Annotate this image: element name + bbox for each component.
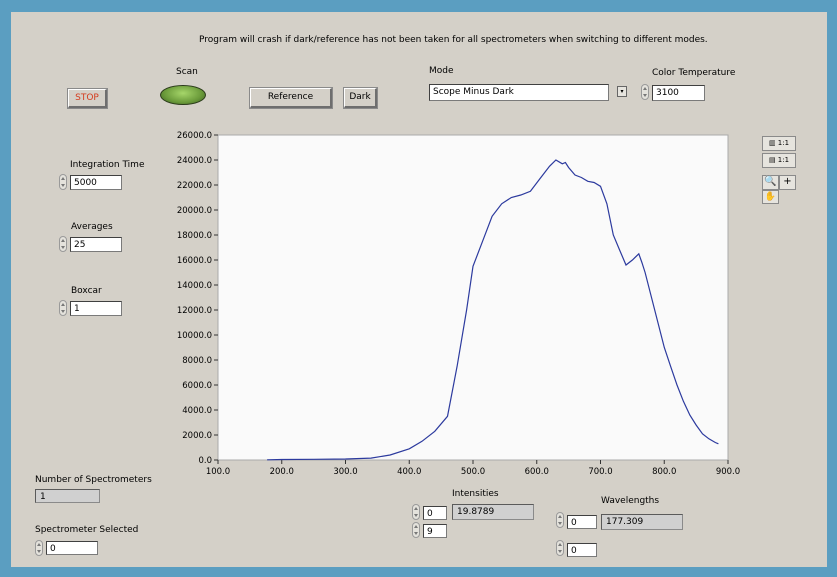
x-scale-button[interactable]: ▥ 1:1 (762, 136, 796, 151)
integration-time-label: Integration Time (70, 160, 145, 170)
y-tick-label: 6000.0 (182, 381, 212, 391)
x-tick-label: 900.0 (716, 467, 740, 477)
y-scale-label: 1:1 (777, 156, 790, 164)
x-tick-label: 700.0 (588, 467, 612, 477)
y-tick-label: 8000.0 (182, 356, 212, 366)
y-axis: 0.0 2000.0 4000.0 6000.0 8000.0 10000.0 12000.… (177, 131, 218, 466)
color-temperature-input[interactable]: 3100 (652, 85, 705, 101)
intensities-index-input[interactable]: 0 (423, 506, 447, 520)
x-tick-label: 100.0 (206, 467, 230, 477)
y-tick-label: 2000.0 (182, 431, 212, 441)
y-tick-label: 22000.0 (177, 181, 212, 191)
spectrum-trace (267, 159, 719, 461)
mode-select[interactable]: Scope Minus Dark (429, 84, 609, 101)
x-tick-label: 300.0 (333, 467, 357, 477)
number-of-spectrometers-label: Number of Spectrometers (35, 475, 152, 485)
pan-tool-button[interactable]: ✋ (762, 190, 779, 204)
x-tick-label: 500.0 (461, 467, 485, 477)
intensities-index-spinner[interactable] (412, 504, 420, 520)
boxcar-label: Boxcar (71, 286, 102, 296)
wavelengths-index2-spinner[interactable] (556, 540, 564, 556)
y-tick-label: 16000.0 (177, 256, 212, 266)
intensities-label: Intensities (452, 489, 499, 499)
y-tick-label: 18000.0 (177, 231, 212, 241)
spectrum-graph[interactable]: 0.0 2000.0 4000.0 6000.0 8000.0 10000.0 12000.… (161, 130, 761, 480)
x-tick-label: 400.0 (397, 467, 421, 477)
wavelengths-index-spinner[interactable] (556, 512, 564, 528)
y-tick-label: 26000.0 (177, 131, 212, 141)
integration-time-input[interactable]: 5000 (70, 175, 122, 190)
intensities-index2-spinner[interactable] (412, 522, 420, 538)
x-tick-label: 200.0 (270, 467, 294, 477)
y-tick-label: 12000.0 (177, 306, 212, 316)
spectrometer-selected-label: Spectrometer Selected (35, 525, 139, 535)
color-temperature-spinner[interactable] (641, 84, 649, 100)
wavelengths-value: 177.309 (601, 514, 683, 530)
spectrometer-selected-spinner[interactable] (35, 540, 43, 556)
x-tick-label: 800.0 (652, 467, 676, 477)
wavelengths-index2-input[interactable]: 0 (567, 543, 597, 557)
boxcar-input[interactable]: 1 (70, 301, 122, 316)
x-scale-label: 1:1 (777, 139, 790, 147)
y-scale-button[interactable]: ▤ 1:1 (762, 153, 796, 168)
y-tick-label: 0.0 (198, 456, 212, 466)
averages-input[interactable]: 25 (70, 237, 122, 252)
spectrometer-selected-input[interactable]: 0 (46, 541, 98, 555)
y-tick-label: 24000.0 (177, 156, 212, 166)
x-scale-icon: ▥ (768, 139, 776, 147)
x-tick-label: 600.0 (525, 467, 549, 477)
y-tick-label: 20000.0 (177, 206, 212, 216)
scan-toggle[interactable] (160, 85, 206, 105)
stop-button[interactable]: STOP (68, 89, 107, 108)
y-scale-icon: ▤ (768, 156, 776, 164)
y-tick-label: 4000.0 (182, 406, 212, 416)
dark-button[interactable]: Dark (344, 88, 377, 108)
integration-time-spinner[interactable] (59, 174, 67, 190)
intensities-value: 19.8789 (452, 504, 534, 520)
scan-label: Scan (176, 67, 198, 77)
y-tick-label: 10000.0 (177, 331, 212, 341)
mode-label: Mode (429, 66, 454, 76)
plot-area (217, 134, 729, 461)
wavelengths-index-input[interactable]: 0 (567, 515, 597, 529)
color-temperature-label: Color Temperature (652, 68, 736, 78)
zoom-tool-button[interactable]: 🔍 (762, 175, 779, 190)
warning-text: Program will crash if dark/reference has… (199, 35, 708, 45)
front-panel: Program will crash if dark/reference has… (11, 12, 827, 567)
averages-spinner[interactable] (59, 236, 67, 252)
wavelengths-label: Wavelengths (601, 496, 660, 506)
averages-label: Averages (71, 222, 113, 232)
x-axis: 100.0 200.0 300.0 400.0 500.0 600.0 700.0 800.0… (206, 460, 740, 477)
y-tick-label: 14000.0 (177, 281, 212, 291)
intensities-index2-input[interactable]: 9 (423, 524, 447, 538)
boxcar-spinner[interactable] (59, 300, 67, 316)
cursor-tool-button[interactable]: + (779, 175, 796, 190)
mode-dropdown-icon[interactable]: ▾ (617, 86, 627, 97)
number-of-spectrometers-indicator: 1 (35, 489, 100, 503)
reference-button[interactable]: Reference (250, 88, 332, 108)
